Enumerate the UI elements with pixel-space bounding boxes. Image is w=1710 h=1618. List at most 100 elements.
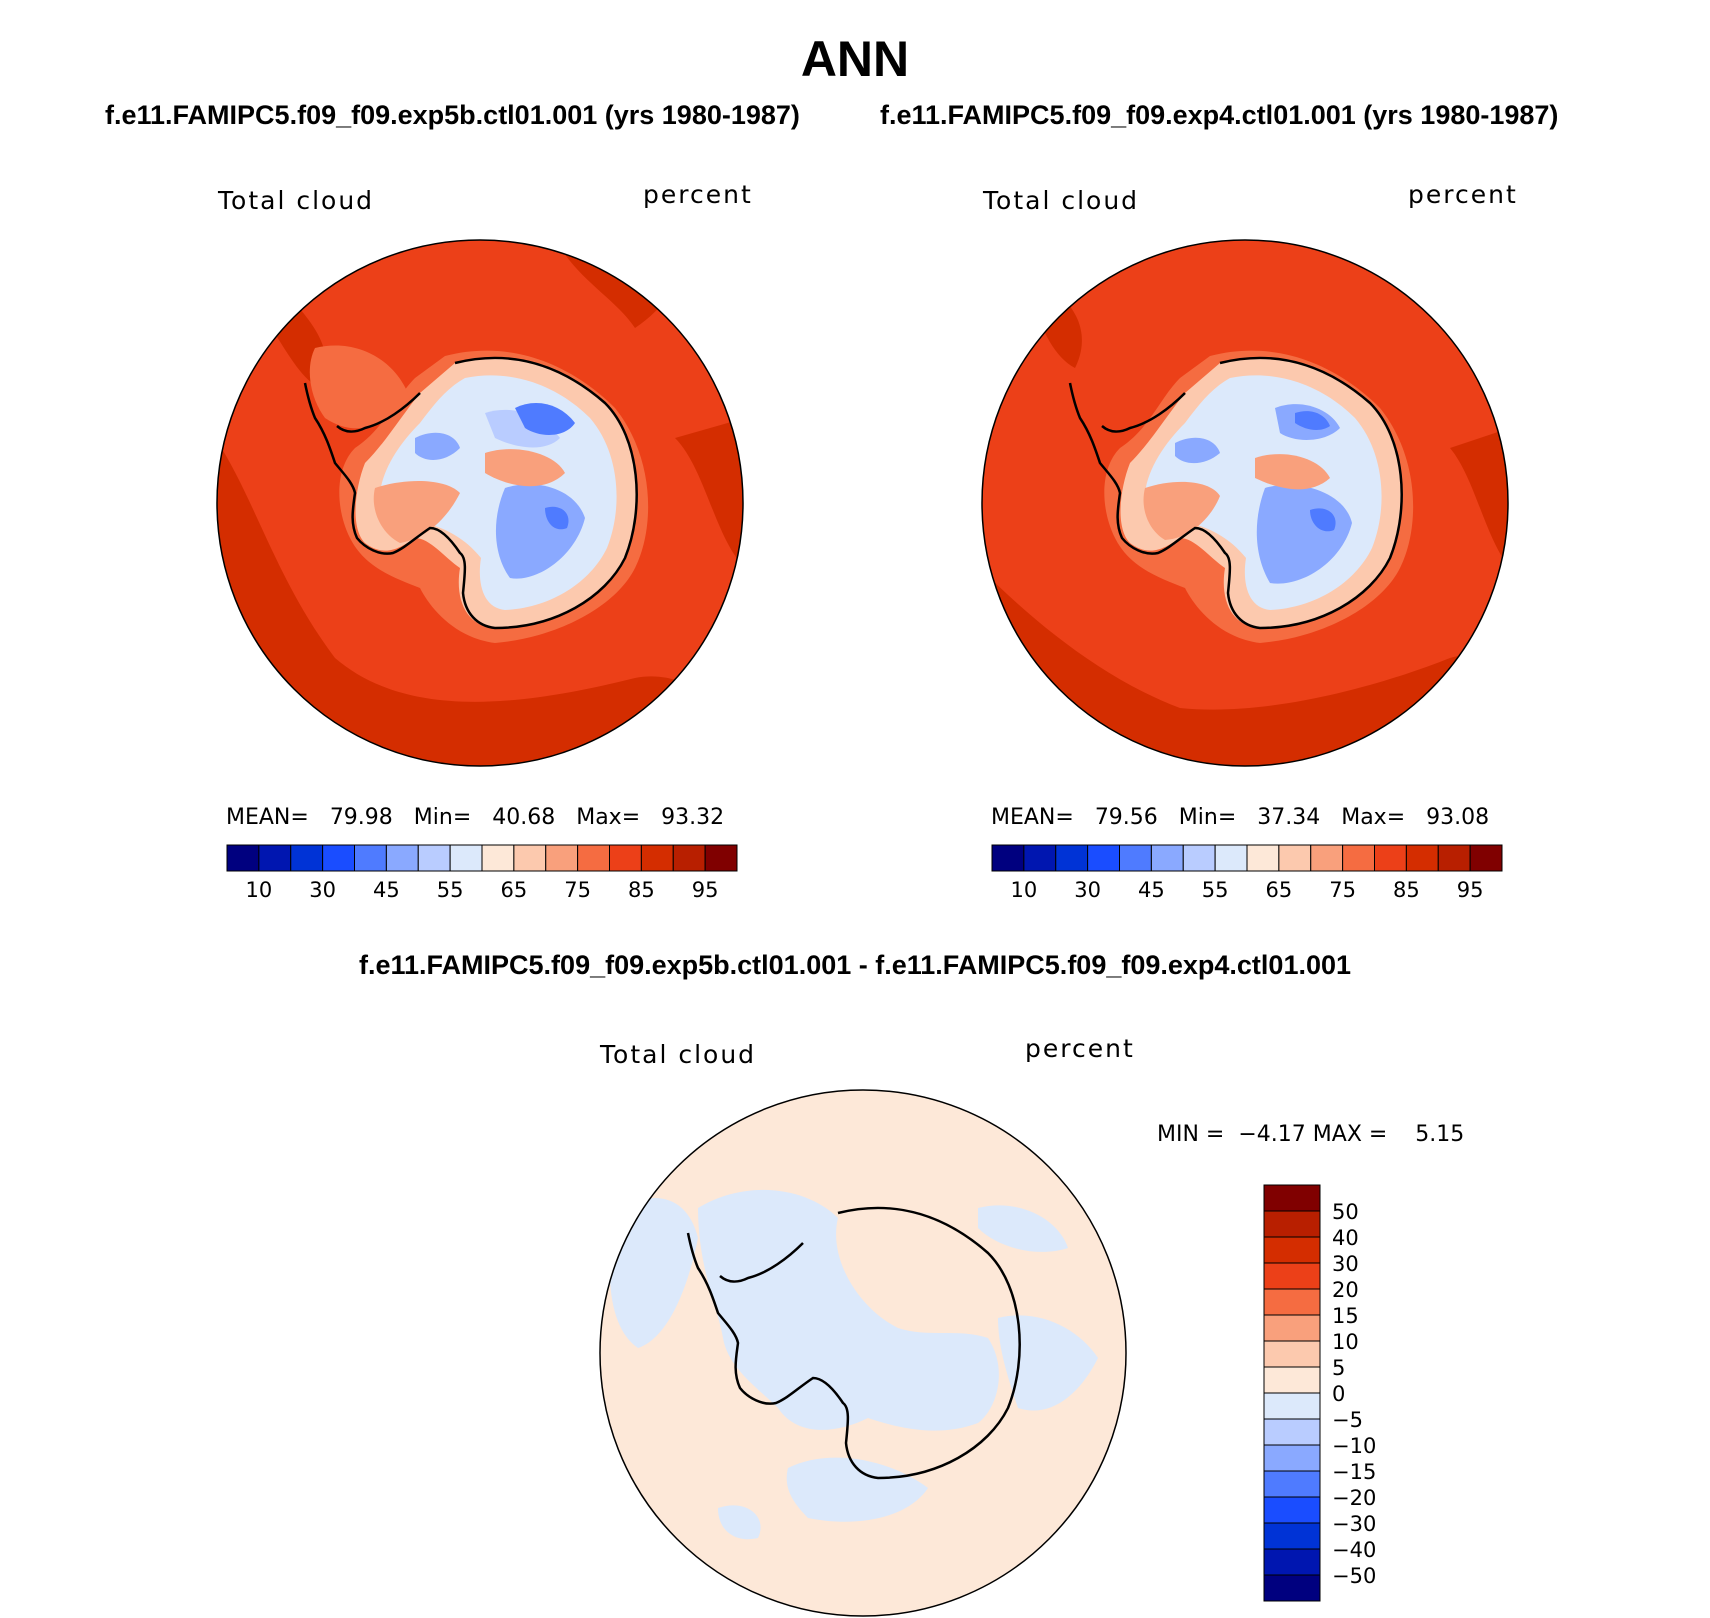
colorbar-tick-label: 30 [309,878,336,902]
colorbar-tick-label: 50 [1332,1200,1359,1224]
right-stats: MEAN= 79.56 Min= 37.34 Max= 93.08 [991,805,1489,830]
colorbar-swatch [577,844,610,872]
mean-value: 79.56 [1094,805,1158,830]
colorbar-tick-label: 85 [1393,878,1420,902]
colorbar-swatch [1263,1496,1321,1524]
colorbar-tick-label: −15 [1332,1460,1376,1484]
max-label: MAX = [1312,1122,1388,1147]
coastline [686,1206,1021,1480]
ross-region-warm [373,481,460,543]
colorbar-swatch [322,844,355,872]
min-value: 40.68 [492,805,556,830]
ross-region-warm [1143,481,1220,540]
colorbar-swatch [1263,1184,1321,1212]
colorbar-swatch [1263,1340,1321,1368]
colorbar-tick-label: −5 [1332,1408,1363,1432]
colorbar-tick-label: 20 [1332,1278,1359,1302]
colorbar-tick-label: 65 [1266,878,1293,902]
ocean-high-band-east [675,418,743,568]
interior-warm-ridge [1255,454,1330,490]
colorbar-swatch [1263,1470,1321,1498]
max-value: 5.15 [1415,1122,1465,1147]
diff-units-label: percent [1025,1034,1135,1063]
coastline [303,356,638,630]
colorbar-tick-label: −40 [1332,1538,1376,1562]
page-title: ANN [800,31,910,87]
colorbar-swatch [609,844,642,872]
interior-min-2 [545,506,569,530]
colorbar-swatch [1263,1288,1321,1316]
colorbar-tick-label: 40 [1332,1226,1359,1250]
colorbar-swatch [1278,844,1312,872]
max-label: Max= [1341,805,1406,830]
colorbar-swatch [1087,844,1120,872]
colorbar-swatch [1263,1210,1321,1238]
interior-low-2 [495,484,585,579]
right-variable-label: Total cloud [983,186,1140,215]
colorbar-tick-label: 85 [628,878,655,902]
max-value: 93.08 [1426,805,1490,830]
colorbar-tick-label: 10 [1332,1330,1359,1354]
colorbar-tick-label: 95 [692,878,719,902]
colorbar-swatch [1437,844,1471,872]
mean-value: 79.98 [329,805,393,830]
interior-min-1 [515,403,575,435]
colorbar-swatch [354,844,387,872]
colorbar-tick-label: 10 [1011,878,1038,902]
colorbar-swatch [1055,844,1089,872]
map-border [216,239,744,767]
right-units-label: percent [1408,180,1518,209]
colorbar-tick-label: 95 [1457,878,1484,902]
colorbar-tick-label: 65 [501,878,528,902]
right-colorbar: 10 30 45 55 65 75 85 95 [991,844,1503,902]
negative-region-ne [978,1205,1068,1252]
colorbar-swatch [417,844,451,872]
left-variable-label: Total cloud [218,186,375,215]
min-label: Min= [413,805,472,830]
colorbar-swatch [704,844,738,872]
difference-map [599,1089,1127,1617]
interior-min-1 [1295,411,1330,430]
max-label: Max= [576,805,641,830]
colorbar-tick-label: 30 [1332,1252,1359,1276]
max-value: 93.32 [661,805,725,830]
ocean-high-band [982,568,1508,766]
colorbar-swatch [1263,1548,1321,1576]
colorbar-swatch [1405,844,1439,872]
min-label: MIN = [1157,1122,1225,1147]
diff-stats: MIN = −4.17 MAX = 5.15 [1157,1122,1464,1147]
min-value: −4.17 [1238,1122,1306,1147]
negative-region-s [786,1457,928,1522]
colorbar-swatch [1469,844,1503,872]
colorbar-tick-label: −50 [1332,1564,1376,1588]
colorbar-swatch [672,844,706,872]
left-stats: MEAN= 79.98 Min= 40.68 Max= 93.32 [226,805,724,830]
diff-variable-label: Total cloud [600,1040,757,1069]
colorbar-swatch [1263,1574,1321,1602]
colorbar-swatch [1263,1522,1321,1550]
colorbar-tick-label: 75 [1329,878,1356,902]
right-map [981,239,1509,767]
coastline [1068,356,1403,630]
interior-low-2 [1256,484,1352,584]
colorbar-tick-label: 0 [1332,1382,1345,1406]
colorbar-swatch [258,844,292,872]
interior-low-1 [485,409,560,448]
colorbar-swatch [1246,844,1280,872]
colorbar-swatch [1263,1236,1321,1264]
colorbar-swatch [449,844,483,872]
colorbar-tick-label: 75 [564,878,591,902]
left-units-label: percent [643,180,753,209]
interior-low-3 [1175,437,1220,464]
colorbar-swatch [1119,844,1152,872]
negative-region-sw [718,1505,761,1540]
negative-region-e [998,1315,1098,1411]
colorbar-tick-label: 10 [246,878,273,902]
map-border [981,239,1509,767]
left-map [216,239,744,767]
colorbar-swatch [1263,1366,1321,1394]
left-colorbar: 10 30 45 55 65 75 85 95 [226,844,738,902]
colorbar-swatch [226,844,260,872]
difference-title: f.e11.FAMIPC5.f09_f09.exp5b.ctl01.001 - … [358,950,1352,980]
colorbar-tick-label: −30 [1332,1512,1376,1536]
